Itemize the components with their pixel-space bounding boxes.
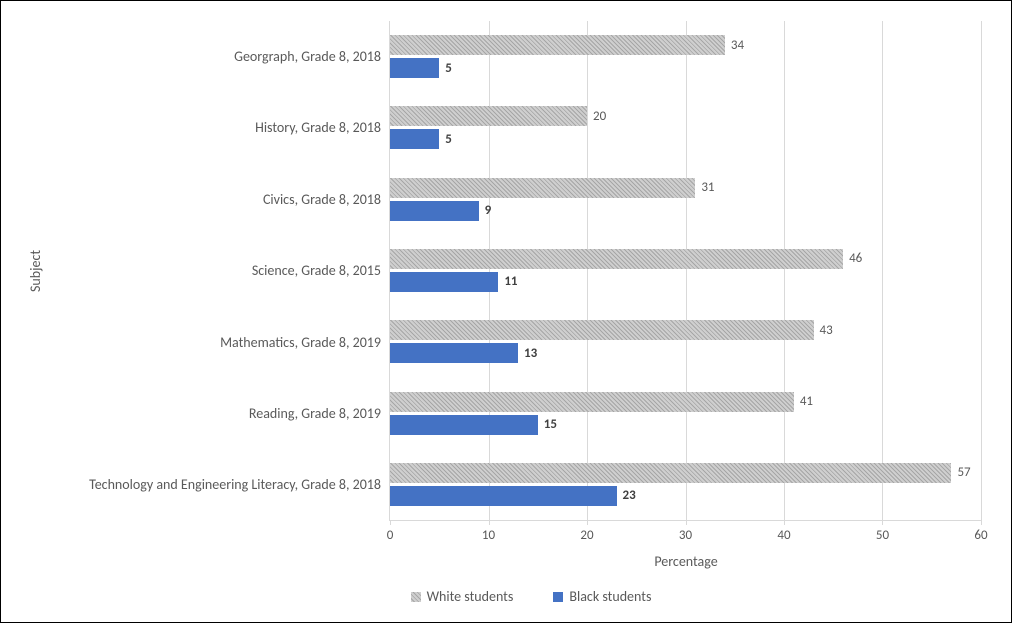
bar-value: 41 <box>800 394 813 409</box>
legend-item-black: Black students <box>553 588 651 605</box>
bar-groups: 34 5 20 5 <box>390 21 981 520</box>
y-axis-title: Subject <box>21 21 44 521</box>
bar-value: 5 <box>445 132 452 147</box>
bar-group: 43 13 <box>390 308 981 376</box>
chart-body: Subject Georgraph, Grade 8, 2018 History… <box>21 21 981 521</box>
bar-row-black: 15 <box>390 415 981 435</box>
bar-row-white: 46 <box>390 249 981 269</box>
bar-group: 20 5 <box>390 94 981 162</box>
category-label: Georgraph, Grade 8, 2018 <box>44 23 381 91</box>
bar-value: 31 <box>701 180 714 195</box>
bar-value: 20 <box>593 109 606 124</box>
bar-row-black: 5 <box>390 129 981 149</box>
bar-black <box>390 343 518 363</box>
legend-swatch-icon <box>411 592 421 602</box>
bar-group: 34 5 <box>390 23 981 91</box>
bar-value: 9 <box>485 203 492 218</box>
bar-white <box>390 320 814 340</box>
category-label: Reading, Grade 8, 2019 <box>44 380 381 448</box>
bar-group: 46 11 <box>390 236 981 304</box>
bar-black <box>390 201 479 221</box>
legend: White students Black students <box>81 588 981 605</box>
bar-value: 13 <box>524 346 537 361</box>
bar-white <box>390 106 587 126</box>
bar-black <box>390 58 439 78</box>
bar-white <box>390 35 725 55</box>
x-tick-label: 60 <box>974 528 987 543</box>
bar-white <box>390 249 843 269</box>
category-label: Technology and Engineering Literacy, Gra… <box>44 451 381 519</box>
x-tick-label: 50 <box>876 528 889 543</box>
bar-value: 34 <box>731 38 744 53</box>
bar-row-white: 20 <box>390 106 981 126</box>
legend-label: White students <box>427 588 514 605</box>
x-tick-label: 30 <box>679 528 692 543</box>
x-tick-label: 0 <box>387 528 394 543</box>
bar-value: 15 <box>544 417 557 432</box>
plot-area: 34 5 20 5 <box>389 21 981 521</box>
bar-group: 57 23 <box>390 450 981 518</box>
y-axis-labels: Georgraph, Grade 8, 2018 History, Grade … <box>44 21 389 521</box>
bar-white <box>390 463 951 483</box>
x-tick-label: 40 <box>777 528 790 543</box>
legend-swatch-icon <box>553 592 563 602</box>
bar-black <box>390 272 498 292</box>
bar-value: 11 <box>504 274 517 289</box>
category-label: Civics, Grade 8, 2018 <box>44 166 381 234</box>
bar-black <box>390 415 538 435</box>
bar-row-white: 31 <box>390 178 981 198</box>
bar-row-black: 13 <box>390 343 981 363</box>
bar-value: 46 <box>849 251 862 266</box>
bar-group: 41 15 <box>390 379 981 447</box>
bar-row-white: 34 <box>390 35 981 55</box>
bar-white <box>390 178 695 198</box>
x-axis-title: Percentage <box>391 553 981 570</box>
bar-value: 57 <box>957 465 970 480</box>
bar-value: 23 <box>623 488 636 503</box>
bar-row-black: 11 <box>390 272 981 292</box>
legend-label: Black students <box>569 588 651 605</box>
bar-black <box>390 129 439 149</box>
bar-white <box>390 392 794 412</box>
category-label: Mathematics, Grade 8, 2019 <box>44 308 381 376</box>
bar-value: 5 <box>445 61 452 76</box>
legend-item-white: White students <box>411 588 514 605</box>
category-label: Science, Grade 8, 2015 <box>44 237 381 305</box>
bar-value: 43 <box>820 323 833 338</box>
bar-group: 31 9 <box>390 165 981 233</box>
bar-row-white: 43 <box>390 320 981 340</box>
bar-row-black: 9 <box>390 201 981 221</box>
x-tick-label: 10 <box>482 528 495 543</box>
chart-container: Subject Georgraph, Grade 8, 2018 History… <box>0 0 1012 623</box>
bar-row-white: 41 <box>390 392 981 412</box>
bar-row-black: 23 <box>390 486 981 506</box>
category-label: History, Grade 8, 2018 <box>44 94 381 162</box>
bar-black <box>390 486 617 506</box>
bar-row-black: 5 <box>390 58 981 78</box>
bar-row-white: 57 <box>390 463 981 483</box>
x-tick-label: 20 <box>580 528 593 543</box>
